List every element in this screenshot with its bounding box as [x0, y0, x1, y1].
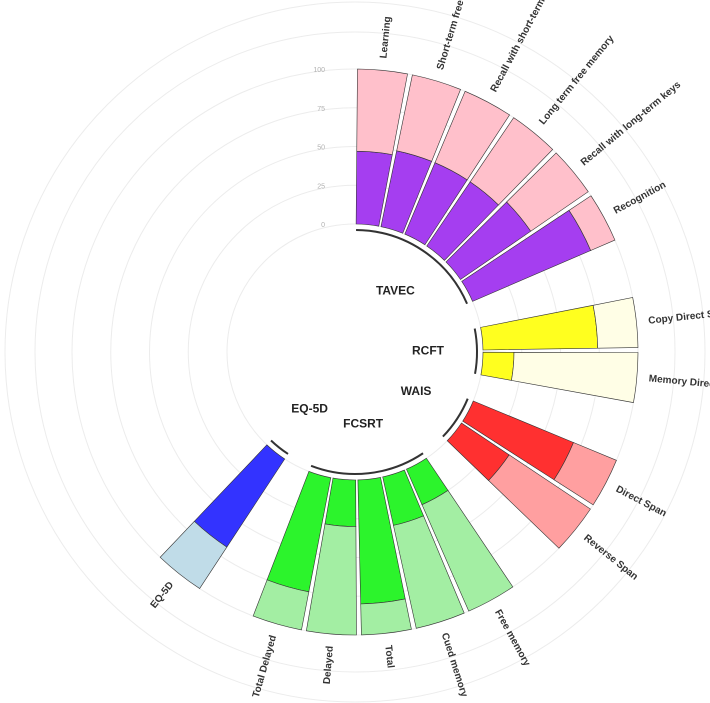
- bar-direct-span-outer: [553, 442, 617, 506]
- bar-label-recall-with-long-term-keys: Recall with long-term keys: [579, 79, 684, 168]
- bar-label-long-term-free-memory: Long term free memory: [537, 33, 616, 127]
- bar-recall-with-short-term-keys-outer: [434, 90, 510, 181]
- group-arc-fcsrt: [310, 452, 424, 475]
- bar-delayed-outer: [305, 523, 357, 636]
- bar-label-copy-direct-score: Copy Direct Score: [648, 307, 710, 327]
- bar-copy-direct-score-outer: [592, 297, 639, 349]
- group-arc-rcft: [473, 328, 478, 374]
- bar-label-recognition: Recognition: [612, 179, 668, 216]
- bar-reverse-span-outer: [488, 454, 591, 549]
- bar-eq-5d-outer: [159, 520, 228, 589]
- group-arc-wais: [442, 398, 469, 438]
- bar-memory-direct-score-inner: [480, 351, 515, 381]
- bar-total-delayed-outer: [252, 579, 310, 631]
- grid-ring: [187, 184, 523, 520]
- bar-label-eq-5d: EQ-5D: [149, 580, 177, 611]
- group-label-wais: WAIS: [401, 384, 432, 398]
- group-arc-eq-5d: [270, 439, 289, 455]
- bar-memory-direct-score-outer: [511, 351, 639, 403]
- group-label-eq-5d: EQ-5D: [291, 401, 328, 415]
- bar-label-total: Total: [382, 645, 396, 669]
- bar-label-reverse-span: Reverse Span: [581, 533, 639, 583]
- radial-tick-50: 50: [317, 145, 325, 152]
- bar-learning-outer: [356, 68, 408, 155]
- group-label-rcft: RCFT: [412, 344, 445, 358]
- bar-label-memory-direct-score: Memory Direct Score: [648, 373, 710, 393]
- group-arcs: [270, 229, 478, 475]
- bar-label-cued-memory: Cued memory: [439, 632, 470, 699]
- radial-ticks: 0 25 50 75 100: [313, 67, 325, 229]
- bar-long-term-free-memory-outer: [469, 117, 554, 206]
- group-label-fcsrt: FCSRT: [343, 417, 384, 431]
- bar-delayed-inner: [324, 477, 357, 527]
- grid-ring-outer: [4, 1, 706, 703]
- bar-label-delayed: Delayed: [322, 646, 336, 685]
- bar-total-outer: [360, 598, 412, 636]
- bars: [159, 68, 639, 636]
- bar-label-learning: Learning: [378, 16, 393, 59]
- radial-tick-75: 75: [317, 106, 325, 113]
- bar-label-direct-span: Direct Span: [614, 484, 668, 519]
- radial-tick-0: 0: [321, 222, 325, 229]
- bar-free-memory-outer: [421, 489, 514, 612]
- bar-label-total-delayed: Total Delayed: [251, 634, 279, 699]
- bar-short-term-free-memory-outer: [396, 74, 461, 162]
- grid-ring: [226, 223, 484, 481]
- radial-tick-100: 100: [313, 67, 325, 74]
- bar-label-short-term-free-memory: Short-term free memory: [435, 0, 479, 71]
- group-arc-tavec: [356, 229, 468, 305]
- bar-recognition-outer: [568, 195, 616, 251]
- bar-cued-memory-outer: [393, 515, 465, 629]
- bar-copy-direct-score-inner: [480, 304, 598, 351]
- bar-recall-with-long-term-keys-outer: [506, 152, 589, 232]
- grid-ring-outer: [34, 31, 676, 673]
- group-label-tavec: TAVEC: [376, 283, 415, 297]
- radial-tick-25: 25: [317, 183, 325, 190]
